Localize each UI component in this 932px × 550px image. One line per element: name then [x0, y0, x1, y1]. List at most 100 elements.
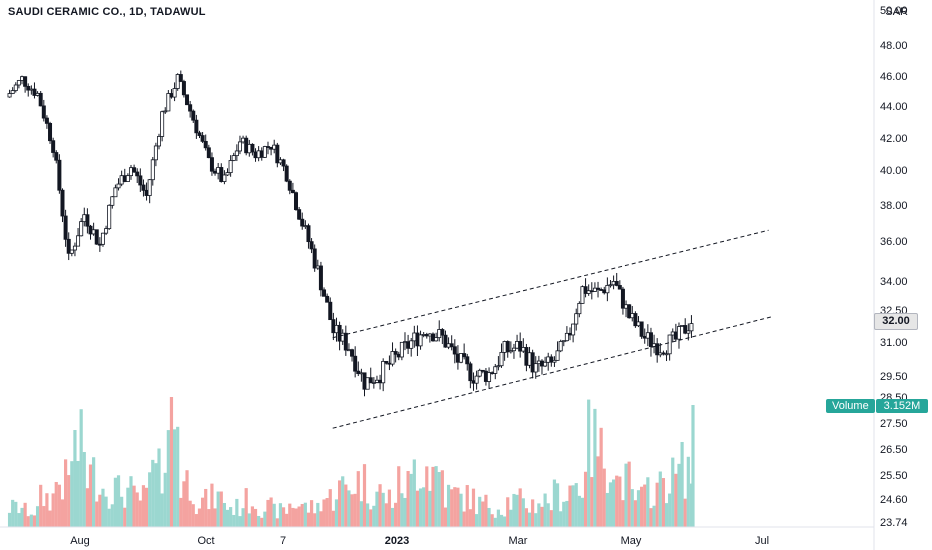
candle-body [7, 93, 12, 98]
candle-body [225, 172, 230, 176]
volume-bar [29, 514, 33, 527]
volume-bar [110, 504, 114, 527]
candle-body [228, 160, 233, 174]
volume-value-badge: 3.152M [876, 399, 928, 413]
volume-bar [599, 427, 603, 527]
candle-body [125, 175, 130, 182]
candle-body [157, 136, 162, 147]
candle-body [487, 372, 492, 382]
candle-body [262, 146, 267, 158]
y-tick-label: 23.74 [880, 517, 908, 529]
candle-body [676, 326, 681, 340]
volume-bar [400, 493, 404, 527]
volume-bar [350, 494, 354, 527]
volume-bar [14, 501, 18, 527]
candle-body [172, 88, 177, 98]
volume-bar [524, 508, 529, 527]
time-axis: Aug Oct 7 2023 Mar May Jul [70, 535, 769, 547]
candle-body [16, 80, 21, 86]
y-tick-label: 31.00 [880, 337, 908, 349]
volume-bar [459, 493, 463, 527]
volume-bar [263, 511, 267, 527]
volume-bar [67, 475, 71, 527]
volume-bar [23, 502, 27, 527]
volume-bar [309, 500, 314, 527]
volume-bar [26, 516, 30, 527]
volume-bar [194, 514, 198, 527]
volume-bar [328, 489, 332, 527]
volume-bar [409, 473, 413, 527]
volume-bar [179, 497, 183, 527]
candle-body [468, 363, 473, 382]
volume-bar [210, 483, 214, 527]
volume-bar [602, 468, 606, 527]
volume-bar [101, 488, 105, 527]
candle-body [194, 119, 199, 134]
candle-body [104, 228, 109, 234]
volume-bar [583, 471, 588, 527]
volume-bar [275, 518, 279, 527]
y-tick-label: 48.00 [880, 40, 908, 52]
candle-body [571, 323, 576, 336]
volume-bar [509, 509, 513, 527]
volume-bar [319, 511, 323, 527]
volume-bar [169, 397, 174, 527]
volume-bar [378, 484, 382, 527]
candle-body [617, 285, 622, 290]
volume-bar [120, 496, 124, 527]
volume-bar [674, 473, 678, 527]
volume-bar [633, 500, 637, 527]
candle-body [135, 171, 140, 177]
candle-body [689, 323, 694, 332]
candle-body [234, 150, 239, 157]
candle-body [166, 93, 171, 112]
volume-bar [549, 510, 553, 527]
volume-bar [425, 466, 429, 527]
candle-body [325, 295, 330, 303]
volume-bar [683, 498, 687, 527]
price-axis: 50.00 48.00 46.00 44.00 42.00 40.00 38.00 36.00… [0, 0, 908, 550]
candle-body [209, 157, 214, 172]
volume-bar [465, 485, 469, 527]
volume-bar [207, 509, 211, 527]
candle-body [462, 353, 467, 358]
candle-body [505, 341, 510, 353]
volume-bar [11, 499, 15, 527]
volume-bar [543, 493, 547, 527]
candle-body [116, 183, 121, 189]
volume-bar [244, 488, 248, 527]
channel-upper-line [332, 229, 769, 339]
candle-body [188, 104, 193, 112]
candle-body [300, 218, 305, 227]
volume-bar [20, 507, 24, 527]
candle-body [368, 377, 373, 384]
volume-bar [160, 493, 164, 527]
volume-bar [197, 508, 202, 527]
volume-bar [85, 488, 89, 527]
volume-bar [428, 490, 432, 527]
candle-body [51, 140, 56, 153]
volume-bar [51, 493, 55, 527]
candle-body [639, 321, 644, 337]
volume-bar [362, 464, 367, 527]
y-tick-label: 40.00 [880, 165, 908, 177]
candle-body [574, 313, 579, 325]
y-tick-label: 25.50 [880, 470, 908, 482]
volume-bar [422, 487, 426, 527]
volume-bar [225, 509, 230, 527]
volume-bar [191, 504, 195, 527]
volume-bar [590, 477, 594, 527]
candles-layer [7, 70, 694, 397]
candle-body [443, 334, 448, 348]
volume-bar [54, 481, 58, 527]
candle-body [141, 184, 146, 191]
volume-bar [172, 429, 177, 527]
volume-bar [490, 514, 494, 527]
volume-bar [257, 515, 261, 527]
candle-body [399, 341, 404, 358]
candle-body [343, 332, 348, 351]
volume-bar [456, 487, 460, 527]
candle-body [648, 332, 653, 347]
volume-bar [397, 466, 401, 527]
